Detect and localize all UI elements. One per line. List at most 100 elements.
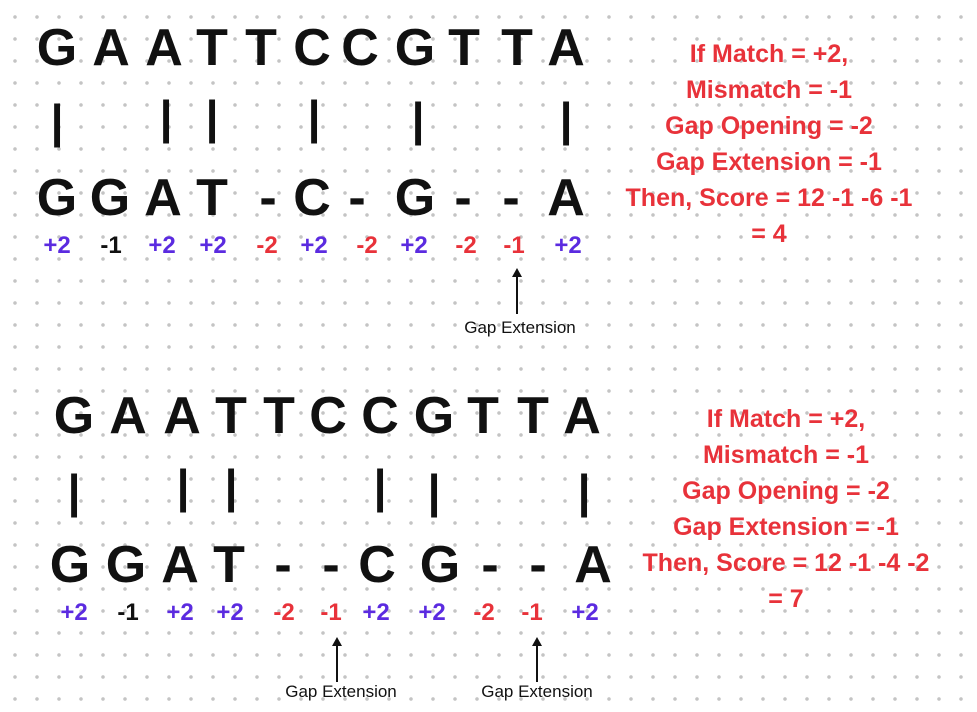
- match-bar: |: [159, 91, 173, 143]
- position-score: +2: [300, 232, 328, 259]
- position-score: +2: [571, 599, 599, 626]
- arrow-line: [536, 644, 538, 682]
- match-bar: |: [50, 95, 64, 147]
- gap-extension-label: Gap Extension: [285, 682, 397, 701]
- scoring-rule-line: If Match = +2,: [706, 405, 866, 433]
- top-sequence-letter: A: [163, 387, 201, 445]
- top-sequence-letter: G: [53, 387, 95, 445]
- bottom-sequence-letter: G: [394, 169, 436, 227]
- bottom-sequence-letter: G: [89, 169, 131, 227]
- arrow-up-icon: [512, 268, 522, 277]
- bottom-sequence-letter: A: [574, 536, 612, 594]
- alignment-panel-1: G A A T T C C G T T A | | | | | | G G A T - C - G - - A +2 -1 +2 +2 -2 +2…: [36, 19, 949, 337]
- position-score: +2: [166, 599, 194, 626]
- position-score: -1: [100, 232, 122, 259]
- top-sequence-letter: T: [517, 387, 549, 445]
- scoring-rule-line: = 7: [768, 585, 804, 613]
- position-score: -2: [455, 232, 477, 259]
- top-sequence-letter: C: [341, 19, 379, 77]
- scoring-rule-line: = 4: [751, 220, 787, 248]
- bottom-sequence-letter: -: [274, 536, 292, 594]
- position-score: -2: [273, 599, 295, 626]
- bottom-sequence-letter: -: [348, 169, 366, 227]
- match-bar: |: [559, 93, 573, 145]
- scoring-rule-line: Mismatch = -1: [702, 441, 870, 469]
- scoring-rule-line: Then, Score = 12 -1 -6 -1: [625, 184, 913, 212]
- match-bar: |: [67, 465, 81, 517]
- position-score: +2: [554, 232, 582, 259]
- scoring-rule-line: Gap Opening = -2: [665, 112, 873, 140]
- match-bar: |: [577, 465, 591, 517]
- top-sequence-letter: T: [196, 19, 228, 77]
- bottom-sequence-letter: G: [105, 536, 147, 594]
- top-sequence-letter: G: [36, 19, 78, 77]
- scoring-rule-line: Gap Extension = -1: [656, 148, 882, 176]
- bottom-sequence-letter: G: [36, 169, 78, 227]
- position-score: +2: [216, 599, 244, 626]
- top-sequence-letter: T: [245, 19, 277, 77]
- position-score: -1: [320, 599, 342, 626]
- position-score: +2: [400, 232, 428, 259]
- match-bar: |: [205, 91, 219, 143]
- top-sequence-letter: C: [309, 387, 347, 445]
- bottom-sequence-letter: -: [481, 536, 499, 594]
- bottom-sequence-letter: A: [161, 536, 199, 594]
- match-bar: |: [176, 460, 190, 512]
- bottom-sequence-letter: -: [529, 536, 547, 594]
- top-sequence-letter: T: [448, 19, 480, 77]
- arrow-up-icon: [332, 637, 342, 646]
- scoring-rule-line: Gap Extension = -1: [673, 513, 899, 541]
- position-score: -1: [521, 599, 543, 626]
- gap-extension-label: Gap Extension: [464, 318, 576, 337]
- position-score: +2: [43, 232, 71, 259]
- position-score: -2: [256, 232, 278, 259]
- bottom-sequence-letter: T: [196, 169, 228, 227]
- top-sequence-letter: T: [501, 19, 533, 77]
- scoring-rule-line: Mismatch = -1: [685, 76, 853, 104]
- arrow-up-icon: [532, 637, 542, 646]
- scoring-rules: If Match = +2, Mismatch = -1 Gap Opening =…: [589, 36, 949, 252]
- gap-extension-label: Gap Extension: [481, 682, 593, 701]
- match-bar: |: [373, 460, 387, 512]
- position-score: +2: [199, 232, 227, 259]
- bottom-sequence-letter: A: [547, 169, 585, 227]
- bottom-sequence-letter: -: [259, 169, 277, 227]
- position-score: +2: [418, 599, 446, 626]
- bottom-sequence-letter: A: [144, 169, 182, 227]
- top-sequence-letter: T: [467, 387, 499, 445]
- top-sequence-letter: A: [563, 387, 601, 445]
- scoring-rule-line: If Match = +2,: [689, 40, 849, 68]
- position-score: +2: [362, 599, 390, 626]
- scoring-rules: If Match = +2, Mismatch = -1 Gap Opening =…: [606, 401, 966, 617]
- match-bar: |: [427, 465, 441, 517]
- bottom-sequence-letter: -: [454, 169, 472, 227]
- top-sequence-letter: A: [92, 19, 130, 77]
- top-sequence-letter: G: [413, 387, 455, 445]
- top-sequence-letter: G: [394, 19, 436, 77]
- position-score: -1: [503, 232, 525, 259]
- bottom-sequence-letter: C: [358, 536, 396, 594]
- top-sequence-letter: T: [263, 387, 295, 445]
- bottom-sequence-letter: T: [213, 536, 245, 594]
- scoring-rule-line: Then, Score = 12 -1 -4 -2: [642, 549, 930, 577]
- position-score: -1: [117, 599, 139, 626]
- top-sequence-letter: C: [293, 19, 331, 77]
- bottom-sequence-letter: C: [293, 169, 331, 227]
- top-sequence-letter: A: [547, 19, 585, 77]
- top-sequence-letter: C: [361, 387, 399, 445]
- match-bar: |: [307, 91, 321, 143]
- arrow-line: [336, 644, 338, 682]
- position-score: +2: [60, 599, 88, 626]
- match-bar: |: [411, 93, 425, 145]
- position-score: -2: [356, 232, 378, 259]
- alignment-panel-2: G A A T T C C G T T A | | | | | | G G A T - - C G - - A +2 -1 +2 +2 -2 -1…: [0, 356, 977, 712]
- bottom-sequence-letter: -: [502, 169, 520, 227]
- top-sequence-letter: A: [145, 19, 183, 77]
- position-score: +2: [148, 232, 176, 259]
- top-sequence-letter: A: [109, 387, 147, 445]
- match-bar: |: [224, 460, 238, 512]
- top-sequence-letter: T: [215, 387, 247, 445]
- bottom-sequence-letter: G: [419, 536, 461, 594]
- scoring-rule-line: Gap Opening = -2: [682, 477, 890, 505]
- position-score: -2: [473, 599, 495, 626]
